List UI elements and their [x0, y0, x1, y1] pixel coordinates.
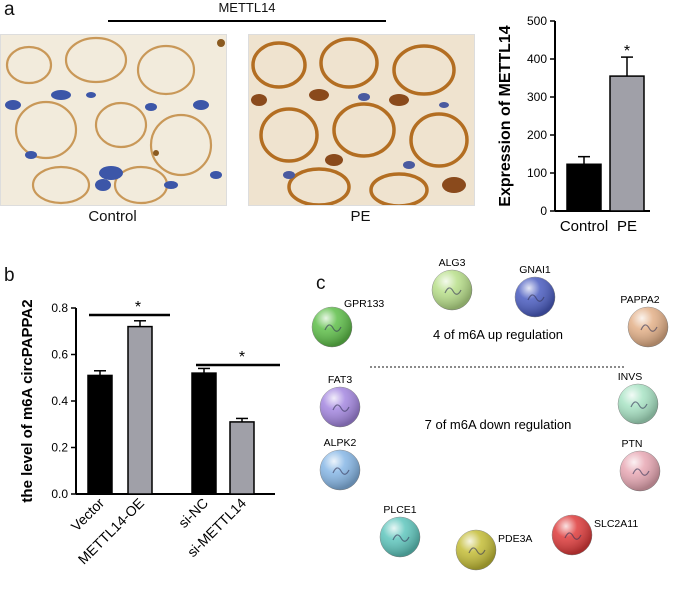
gene-node: GNAI1 — [514, 264, 556, 318]
y-tick-label: 200 — [527, 128, 547, 142]
gene-node: INVS — [618, 371, 659, 425]
pe-image-label: PE — [350, 208, 371, 225]
protein-structure — [632, 468, 650, 476]
protein-structure — [564, 532, 582, 540]
y-tick-label: 0.6 — [51, 348, 68, 362]
y-tick-label: 0.8 — [51, 301, 68, 315]
protein-structure — [444, 287, 462, 295]
gene-node: GPR133 — [311, 298, 384, 348]
y-tick-label: 0.0 — [51, 487, 68, 501]
gene-node: PAPPA2 — [620, 294, 669, 348]
significance-marker: * — [239, 349, 245, 366]
bar — [566, 163, 602, 212]
x-tick-label: si-NC — [175, 495, 211, 531]
gene-node: FAT3 — [319, 374, 361, 428]
bar — [229, 421, 255, 495]
gene-label: ALG3 — [439, 257, 466, 269]
x-tick-label: PE — [617, 218, 637, 235]
up-regulation-label: 4 of m6A up regulation — [433, 327, 563, 342]
y-axis-label: Expression of METTL14 — [497, 25, 514, 206]
circpappa2-m6a-chart: 0.0 0.2 0.4 0.6 0.8 the level of m6A circPAPP… — [19, 299, 280, 567]
gene-node: PLCE1 — [379, 504, 421, 558]
x-tick-label: Control — [560, 218, 608, 235]
significance-marker: * — [135, 299, 141, 316]
bar — [609, 75, 645, 212]
protein-structure — [332, 467, 350, 475]
bar — [127, 325, 153, 495]
gene-label: PDE3A — [498, 533, 532, 545]
y-tick-label: 0 — [540, 204, 547, 218]
gene-label: SLC2A11 — [594, 518, 638, 530]
y-axis-label: the level of m6A circPAPPA2 — [19, 299, 36, 502]
mettl14-expression-chart: 0 100 200 300 400 500 Expression of METTL14 Con… — [497, 14, 650, 235]
control-micrograph — [0, 34, 227, 206]
y-tick-label: 400 — [527, 52, 547, 66]
y-tick-label: 0.4 — [51, 394, 68, 408]
protein-structure — [640, 324, 658, 332]
gene-label: PTN — [622, 438, 643, 450]
gene-node: PDE3A — [455, 529, 532, 571]
y-tick-label: 100 — [527, 166, 547, 180]
significance-marker: * — [624, 43, 630, 60]
protein-structure — [324, 324, 342, 332]
y-tick-label: 0.2 — [51, 441, 68, 455]
gene-label: INVS — [618, 371, 643, 383]
header-bar — [108, 20, 386, 22]
gene-node: ALG3 — [431, 257, 473, 311]
m6a-gene-network: 4 of m6A up regulation 7 of m6A down reg… — [311, 257, 669, 571]
protein-structure — [468, 547, 486, 555]
gene-label: GNAI1 — [519, 264, 551, 276]
y-tick-label: 500 — [527, 14, 547, 28]
panel-c-letter: c — [316, 273, 326, 294]
down-regulation-label: 7 of m6A down regulation — [425, 417, 572, 432]
pe-micrograph — [248, 34, 475, 206]
gene-node: PTN — [619, 438, 661, 492]
protein-structure — [630, 401, 648, 409]
panel-a-header: METTL14 — [218, 0, 276, 15]
gene-label: PAPPA2 — [620, 294, 659, 306]
panel-b-letter: b — [4, 265, 15, 286]
gene-label: PLCE1 — [383, 504, 416, 516]
protein-structure — [392, 534, 410, 542]
y-tick-label: 300 — [527, 90, 547, 104]
protein-structure — [527, 294, 545, 302]
control-image-label: Control — [88, 208, 137, 225]
panel-a-letter: a — [4, 0, 15, 20]
gene-node: ALPK2 — [319, 437, 361, 491]
bar — [87, 374, 113, 495]
protein-structure — [332, 404, 350, 412]
gene-node: SLC2A11 — [551, 514, 638, 556]
gene-label: GPR133 — [344, 298, 384, 310]
bar — [191, 372, 217, 495]
gene-label: ALPK2 — [324, 437, 357, 449]
gene-label: FAT3 — [328, 374, 352, 386]
